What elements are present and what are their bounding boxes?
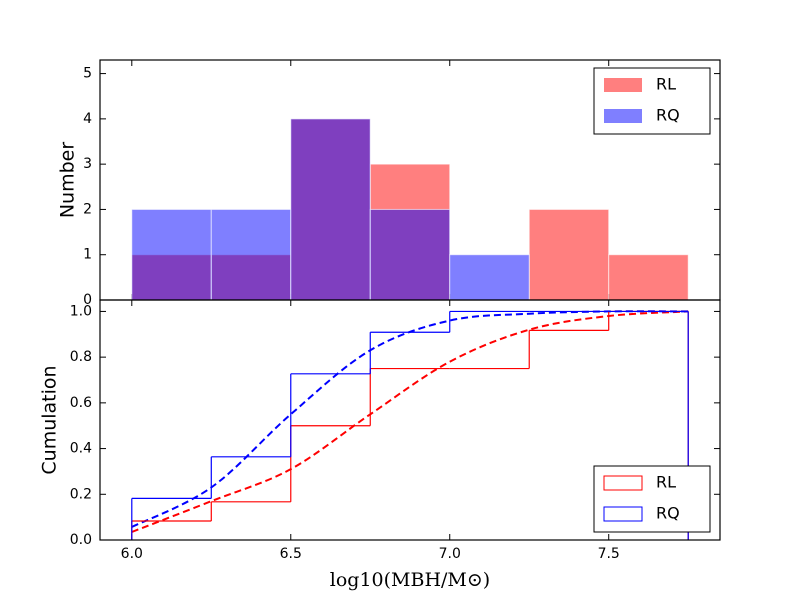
x-axis-label: log10(MBH/M⊙)	[330, 569, 490, 591]
y-tick-label: 0.4	[70, 441, 92, 457]
legend-swatch	[603, 475, 643, 491]
y-tick-label: 0.0	[70, 532, 92, 548]
cdf-curve	[131, 310, 689, 528]
y-axis-label: Cumulation	[39, 365, 61, 474]
y-tick-label: 4	[83, 111, 92, 127]
bar	[131, 208, 212, 301]
cdf-curve	[131, 310, 689, 533]
y-tick-label: 2	[83, 201, 92, 217]
bar	[608, 254, 689, 301]
bar	[528, 208, 610, 301]
legend-label: RL	[656, 473, 676, 492]
y-tick-label: 0	[83, 292, 92, 308]
legend-label: RQ	[656, 504, 680, 523]
x-tick-label: 6.0	[121, 546, 143, 562]
y-tick-label: 1.0	[70, 303, 92, 319]
legend-swatch	[604, 109, 642, 123]
bar	[290, 118, 371, 301]
y-tick-label: 0.8	[70, 349, 92, 365]
y-tick-label: 0.6	[70, 395, 92, 411]
legend-swatch	[604, 78, 642, 92]
y-tick-label: 3	[83, 156, 92, 172]
y-axis-label: Number	[57, 142, 79, 219]
x-tick-label: 7.5	[598, 546, 620, 562]
legend-box	[593, 67, 711, 135]
bar	[449, 254, 530, 301]
y-tick-label: 5	[83, 66, 92, 82]
legend-swatch	[603, 506, 643, 522]
x-tick-label: 7.0	[439, 546, 461, 562]
y-tick-label: 0.2	[70, 486, 92, 502]
x-tick-label: 6.5	[280, 546, 302, 562]
legend-label: RQ	[656, 106, 680, 125]
bar	[210, 208, 292, 301]
bar	[369, 208, 451, 301]
y-tick-label: 1	[83, 247, 92, 263]
legend-label: RL	[656, 75, 676, 94]
plot-frame	[99, 299, 721, 541]
